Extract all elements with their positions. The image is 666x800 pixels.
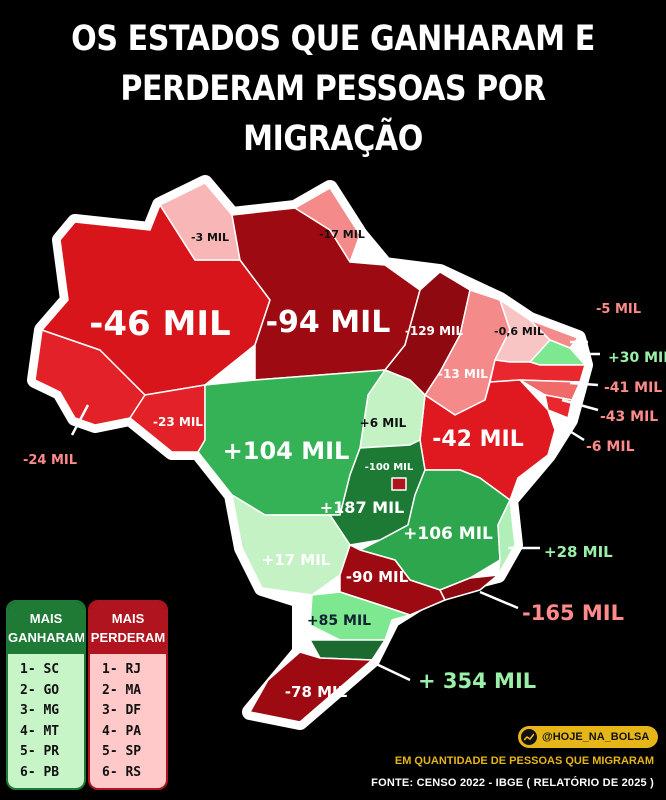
- social-handle-badge[interactable]: @HOJE_NA_BOLSA: [518, 726, 658, 748]
- pointer-lines: [70, 340, 600, 682]
- label-pa: -94 MIL: [266, 305, 391, 340]
- title-line-1: OS ESTADOS QUE GANHARAM E: [71, 19, 595, 59]
- label-pe: -41 MIL: [604, 380, 662, 396]
- legend-gain-item: 2- GO: [20, 682, 60, 698]
- state-labels: -46 MIL -94 MIL -3 MIL -17 MIL -129 MIL …: [23, 228, 666, 701]
- source-credit: FONTE: CENSO 2022 - IBGE ( RELATÓRIO DE …: [371, 777, 654, 789]
- state-es[interactable]: [497, 499, 516, 576]
- label-go: +187 MIL: [320, 498, 404, 517]
- legend-loss-item: 2- MA: [102, 682, 142, 698]
- label-rj: -165 MIL: [522, 601, 624, 625]
- state-rj[interactable]: [439, 574, 499, 601]
- label-ce: -0,6 MIL: [494, 325, 544, 338]
- legend-gain-item: 3- MG: [20, 703, 60, 718]
- state-ap[interactable]: [294, 187, 361, 263]
- label-df: -100 MIL: [365, 462, 414, 473]
- title-line-2: PERDERAM PESSOAS POR MIGRAÇÃO: [120, 69, 546, 159]
- label-pi: -13 MIL: [438, 367, 488, 381]
- legend-loss-item: 5- SP: [102, 744, 142, 759]
- label-pr: +85 MIL: [307, 613, 371, 629]
- label-ac: -24 MIL: [23, 453, 77, 468]
- label-am: -46 MIL: [89, 304, 230, 344]
- legend-loss-list: 1- RJ 2- MA 3- DF 4- PA 5- SP 6- RS: [90, 654, 166, 788]
- legend-loss-header: MAIS PERDERAM: [90, 602, 166, 654]
- legend-gain-item: 5- PR: [20, 744, 60, 759]
- legend-most-lost: MAIS PERDERAM 1- RJ 2- MA 3- DF 4- PA 5-…: [88, 600, 168, 790]
- legend-gain-header: MAIS GANHARAM: [8, 602, 84, 654]
- label-mt: +104 MIL: [223, 437, 350, 465]
- label-ms: +17 MIL: [262, 551, 331, 569]
- label-sc: + 354 MIL: [418, 669, 536, 693]
- state-ms[interactable]: [231, 494, 351, 596]
- label-es: +28 MIL: [544, 543, 613, 561]
- map-title: OS ESTADOS QUE GANHARAM E PERDERAM PESSO…: [47, 14, 620, 164]
- state-rs[interactable]: [249, 651, 373, 723]
- label-ma: -129 MIL: [405, 324, 464, 338]
- legend-most-gained: MAIS GANHARAM 1- SC 2- GO 3- MG 4- MT 5-…: [6, 600, 86, 790]
- state-pr[interactable]: [309, 591, 411, 641]
- states: [34, 182, 586, 723]
- state-df[interactable]: [391, 477, 407, 491]
- label-se: -6 MIL: [586, 439, 635, 455]
- legend-loss-item: 4- PA: [102, 723, 142, 739]
- legend-gain-item: 6- PB: [20, 764, 60, 780]
- label-to: +6 MIL: [360, 416, 407, 430]
- label-rs: -78 MIL: [285, 683, 348, 701]
- units-note: EM QUANTIDADE DE PESSOAS QUE MIGRARAM: [394, 755, 654, 767]
- label-rr: -3 MIL: [191, 231, 229, 244]
- social-handle: @HOJE_NA_BOLSA: [542, 731, 650, 743]
- label-sp: -90 MIL: [346, 568, 409, 586]
- legend-loss-item: 1- RJ: [102, 662, 142, 677]
- label-pb: +30 MIL: [608, 350, 666, 366]
- label-ba: -42 MIL: [432, 427, 524, 452]
- legend-gain-list: 1- SC 2- GO 3- MG 4- MT 5- PR 6- PB: [8, 654, 84, 788]
- legend-loss-item: 6- RS: [102, 764, 142, 780]
- legend-gain-item: 4- MT: [20, 723, 60, 739]
- chart-icon: [521, 729, 537, 745]
- legend-gain-item: 1- SC: [20, 662, 60, 677]
- state-sc[interactable]: [309, 639, 386, 661]
- label-ro: -23 MIL: [153, 415, 203, 429]
- legend-loss-item: 3- DF: [102, 703, 142, 718]
- label-rn: -5 MIL: [596, 302, 641, 317]
- label-mg: +106 MIL: [403, 524, 493, 544]
- label-ap: -17 MIL: [319, 228, 365, 241]
- label-al: -43 MIL: [600, 409, 658, 425]
